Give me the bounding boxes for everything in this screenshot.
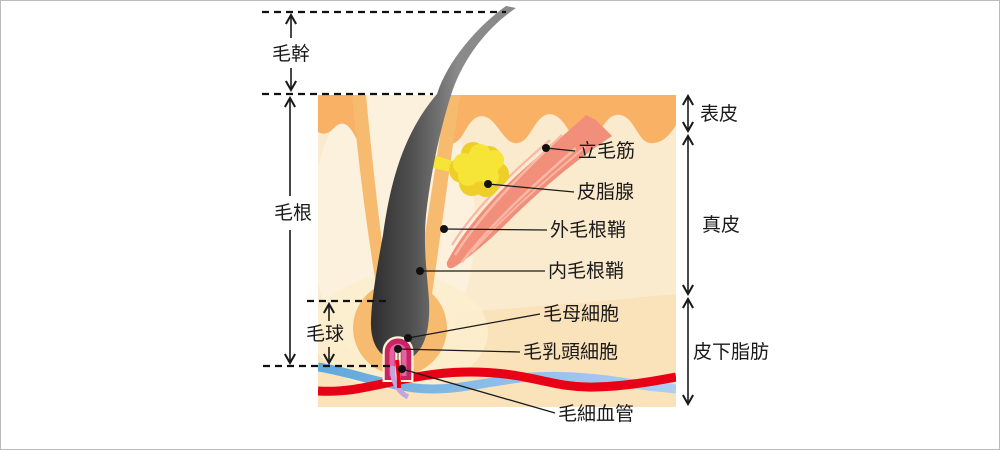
measure-hair-root: 毛根 — [274, 98, 312, 363]
callout-inner-root-sheath: 内毛根鞘 — [416, 260, 624, 282]
measure-subcutaneous-fat: 皮下脂肪 — [688, 299, 769, 404]
label-hair-matrix-cells: 毛母細胞 — [543, 303, 619, 325]
label-hair-bulb: 毛球 — [306, 323, 344, 345]
callout-capillary: 毛細血管 — [398, 365, 634, 425]
label-inner-root-sheath: 内毛根鞘 — [548, 260, 624, 282]
sebaceous-gland — [432, 142, 509, 197]
label-capillary: 毛細血管 — [558, 403, 634, 425]
label-arrector-pili: 立毛筋 — [578, 140, 635, 162]
measure-epidermis: 表皮 — [688, 96, 738, 131]
capillary-lilac — [390, 365, 410, 400]
label-subcutaneous-fat: 皮下脂肪 — [693, 341, 769, 363]
artery-red — [318, 367, 676, 396]
label-hair-shaft: 毛幹 — [272, 43, 310, 65]
label-outer-root-sheath: 外毛根鞘 — [550, 219, 626, 241]
capillary-red-branch — [395, 359, 401, 389]
label-dermal-papilla-cells: 毛乳頭細胞 — [523, 341, 618, 363]
measure-dermis: 真皮 — [688, 136, 740, 294]
label-hair-root: 毛根 — [274, 202, 312, 224]
hair — [370, 6, 516, 361]
measure-hair-shaft: 毛幹 — [272, 15, 310, 90]
label-epidermis: 表皮 — [700, 103, 738, 125]
callout-dermal-papilla-cells: 毛乳頭細胞 — [394, 341, 618, 363]
callout-outer-root-sheath: 外毛根鞘 — [440, 219, 626, 241]
callout-sebaceous-gland: 皮脂腺 — [484, 180, 634, 203]
callout-arrector-pili: 立毛筋 — [542, 140, 635, 162]
skin-block — [318, 95, 676, 407]
label-dermis: 真皮 — [702, 214, 740, 236]
label-sebaceous-gland: 皮脂腺 — [577, 181, 634, 203]
callout-hair-matrix-cells: 毛母細胞 — [404, 303, 619, 342]
measure-hair-bulb: 毛球 — [306, 304, 344, 363]
